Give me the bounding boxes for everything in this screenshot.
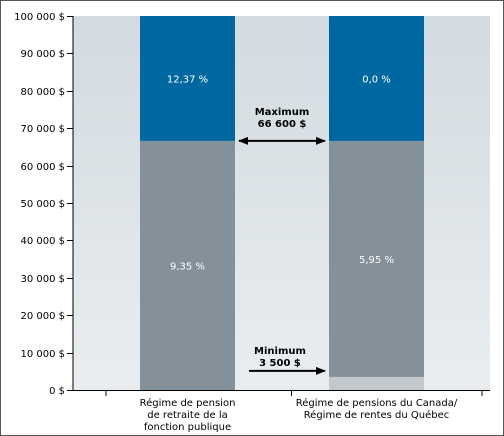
annotation-label: Maximum — [255, 107, 310, 118]
y-tick-label: 40 000 $ — [20, 236, 65, 247]
plot-background — [73, 16, 490, 390]
bar-segment-1-2 — [329, 376, 424, 390]
category-label: fonction publique — [144, 422, 231, 433]
y-tick-label: 60 000 $ — [20, 162, 65, 173]
annotation-label: 66 600 $ — [258, 119, 307, 130]
y-tick-label: 70 000 $ — [20, 124, 65, 135]
y-tick-label: 100 000 $ — [14, 12, 65, 23]
y-tick-label: 80 000 $ — [20, 87, 65, 98]
data-label: 5,95 % — [359, 255, 394, 266]
annotation-label: Minimum — [254, 346, 306, 357]
y-tick-label: 50 000 $ — [20, 199, 65, 210]
y-tick-label: 0 $ — [49, 386, 65, 397]
annotation-label: 3 500 $ — [259, 358, 301, 369]
y-tick-label: 90 000 $ — [20, 49, 65, 60]
bar-segment-0-1 — [140, 16, 235, 141]
category-label: de retraite de la — [147, 410, 228, 421]
y-tick-label: 30 000 $ — [20, 274, 65, 285]
bar-segment-1-4 — [329, 16, 424, 141]
bar-segment-0-0 — [140, 140, 235, 390]
category-label: Régime de pensions du Canada/ — [296, 397, 458, 409]
bar-segment-1-3 — [329, 140, 424, 377]
data-label: 12,37 % — [167, 74, 208, 85]
y-tick-label: 10 000 $ — [20, 349, 65, 360]
category-label: Régime de rentes du Québec — [304, 409, 450, 421]
data-label: 0,0 % — [362, 74, 391, 85]
y-tick-label: 20 000 $ — [20, 311, 65, 322]
data-label: 9,35 % — [170, 261, 205, 272]
category-label: Régime de pension — [140, 397, 236, 409]
